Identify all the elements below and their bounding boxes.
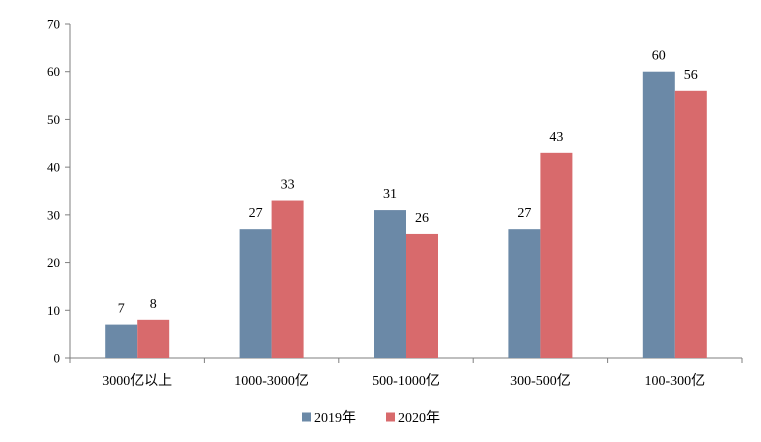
y-tick-label: 10 xyxy=(47,303,60,318)
y-tick-label: 50 xyxy=(47,112,60,127)
legend: 2019年 2020年 xyxy=(302,410,440,426)
data-label: 7 xyxy=(118,302,125,317)
y-tick-label: 30 xyxy=(47,207,60,222)
x-tick-label: 3000亿以上 xyxy=(102,373,172,389)
data-label: 27 xyxy=(249,206,263,221)
bar xyxy=(137,319,170,358)
legend-label: 2019年 xyxy=(314,410,356,426)
legend-label: 2020年 xyxy=(398,410,440,426)
x-tick-label: 300-500亿 xyxy=(510,373,571,389)
bars xyxy=(105,71,707,359)
bar xyxy=(642,71,675,358)
data-label: 60 xyxy=(652,49,666,64)
legend-swatch xyxy=(302,412,311,422)
data-label: 31 xyxy=(383,187,397,202)
data-label: 27 xyxy=(517,206,531,221)
bar xyxy=(508,229,541,358)
bar xyxy=(105,324,138,358)
bar xyxy=(239,229,272,358)
legend-swatch xyxy=(386,412,395,422)
bar xyxy=(540,152,573,358)
x-tick-label: 100-300亿 xyxy=(644,373,705,389)
y-tick-label: 40 xyxy=(47,160,60,175)
data-label: 33 xyxy=(281,178,295,193)
data-label: 43 xyxy=(549,130,563,145)
x-tick-label: 1000-3000亿 xyxy=(234,373,309,389)
y-axis: 0 10 20 30 40 50 60 70 xyxy=(47,17,71,366)
y-tick-label: 60 xyxy=(47,64,60,79)
data-label: 56 xyxy=(684,68,698,83)
y-tick-label: 20 xyxy=(47,255,60,270)
bar xyxy=(271,200,304,358)
x-tick-label: 500-1000亿 xyxy=(372,373,440,389)
y-tick-label: 70 xyxy=(47,17,60,32)
bar xyxy=(406,233,438,358)
data-label: 26 xyxy=(415,211,429,226)
data-labels: 7 8 27 33 31 26 27 43 60 56 xyxy=(118,49,698,317)
bar xyxy=(374,210,406,358)
data-label: 8 xyxy=(150,297,157,312)
bar xyxy=(674,90,707,359)
x-axis: 3000亿以上 1000-3000亿 500-1000亿 300-500亿 100-30… xyxy=(69,357,743,389)
y-tick-label: 0 xyxy=(54,351,61,366)
